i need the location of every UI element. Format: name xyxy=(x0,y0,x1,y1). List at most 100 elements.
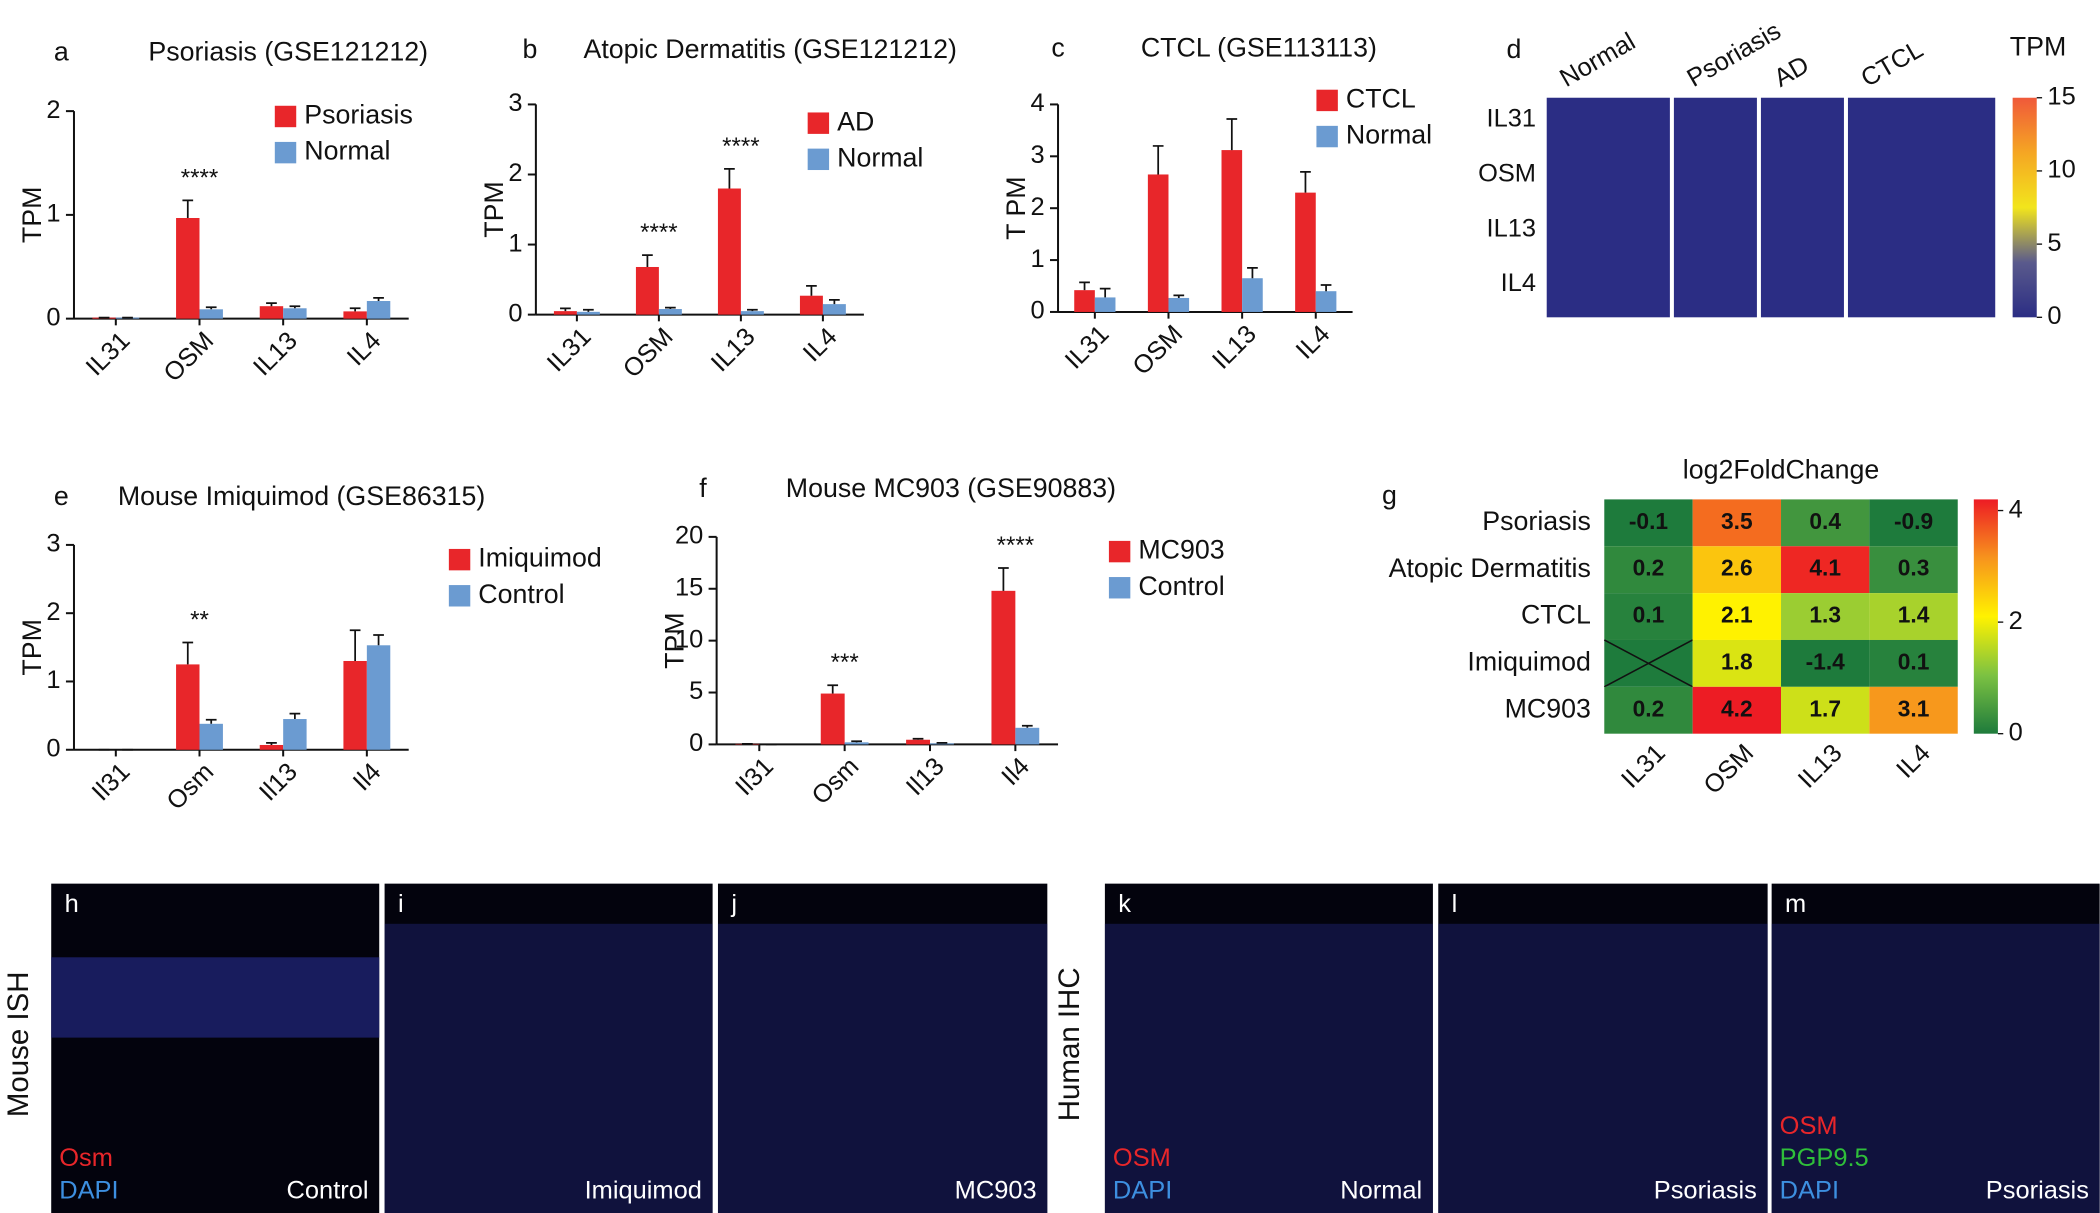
panel-label: c xyxy=(1051,33,1064,63)
row-label: Mouse ISH xyxy=(2,972,35,1118)
y-tick-label: 15 xyxy=(675,573,703,601)
legend-label: Control xyxy=(1138,571,1224,601)
x-tick-label: IL13 xyxy=(1207,320,1262,375)
error-bar xyxy=(205,718,217,724)
x-tick-label: IL4 xyxy=(1291,320,1336,365)
error-bar xyxy=(182,199,194,218)
panel-label: d xyxy=(1507,34,1522,64)
legend-swatch xyxy=(1108,577,1131,599)
y-axis-label: TPM xyxy=(660,612,690,669)
column-label: IL4 xyxy=(1891,739,1936,784)
error-bar xyxy=(182,641,194,665)
stain-label: DAPI xyxy=(1780,1176,1839,1204)
error-bar xyxy=(642,254,653,267)
x-tick-label: Il31 xyxy=(730,752,779,801)
cell xyxy=(1604,686,1693,734)
y-tick-label: 3 xyxy=(508,89,522,117)
row-label: MC903 xyxy=(1505,693,1591,723)
error-bar xyxy=(266,302,277,307)
cell-label: 3.5 xyxy=(1721,508,1753,534)
bar xyxy=(822,304,846,315)
bar xyxy=(991,590,1016,745)
x-tick-label: IL31 xyxy=(1060,320,1115,375)
bar xyxy=(740,311,764,315)
tissue xyxy=(384,923,713,1213)
chart-title: Psoriasis (GSE121212) xyxy=(148,37,428,67)
y-tick-label: 0 xyxy=(689,729,703,757)
error-bar xyxy=(998,567,1009,591)
bar xyxy=(259,744,284,750)
bar xyxy=(1242,278,1263,312)
error-bar xyxy=(1247,266,1258,279)
significance: ** xyxy=(190,606,209,633)
colorbar-tick-label: 4 xyxy=(2009,495,2023,523)
cell-label: 2.1 xyxy=(1721,602,1753,628)
legend-label: CTCL xyxy=(1346,83,1416,113)
x-tick-label: OSM xyxy=(1127,320,1188,381)
cell-label: 0.3 xyxy=(1898,555,1930,581)
legend-label: Psoriasis xyxy=(304,100,413,130)
cell-label: 3.1 xyxy=(1898,695,1930,721)
y-axis-label: TPM xyxy=(17,187,47,244)
bar xyxy=(717,188,741,315)
error-bar xyxy=(349,307,361,312)
cell-label: 4.1 xyxy=(1809,555,1841,581)
panel-label: f xyxy=(699,473,707,503)
error-bar xyxy=(806,285,817,296)
legend-label: Control xyxy=(478,579,564,609)
error-bar xyxy=(560,307,571,312)
legend-swatch xyxy=(1108,540,1131,563)
group-label: Psoriasis xyxy=(1682,17,1785,93)
y-tick-label: 4 xyxy=(1031,89,1045,117)
group-label: Normal xyxy=(1555,27,1640,92)
legend-label: Normal xyxy=(304,136,390,166)
y-tick-label: 5 xyxy=(689,677,703,705)
bar xyxy=(343,311,367,319)
error-bar xyxy=(724,168,735,189)
colorbar-tick-label: 10 xyxy=(2047,156,2075,184)
y-tick-label: 3 xyxy=(46,530,60,558)
error-bar xyxy=(1320,284,1332,292)
y-tick-label: 1 xyxy=(1031,245,1045,273)
group-label: CTCL xyxy=(1856,35,1927,92)
panel-label: g xyxy=(1382,480,1397,510)
error-bar xyxy=(1079,281,1090,291)
y-axis-label: TPM xyxy=(479,181,509,237)
y-tick-label: 1 xyxy=(46,200,60,228)
row-label: CTCL xyxy=(1521,600,1591,630)
y-axis-label: TPM xyxy=(17,619,47,675)
y-tick-label: 0 xyxy=(1031,297,1045,325)
cell xyxy=(1781,546,1870,594)
chart-title: log2FoldChange xyxy=(1683,454,1879,484)
legend-label: Normal xyxy=(1346,120,1432,150)
legend-label: Normal xyxy=(837,142,923,172)
cell xyxy=(1781,639,1870,687)
legend-swatch xyxy=(274,105,297,128)
x-tick-label: IL31 xyxy=(81,327,136,382)
significance: **** xyxy=(722,133,759,160)
micrograph xyxy=(51,883,380,1213)
x-tick-label: Il13 xyxy=(901,752,950,801)
error-bar xyxy=(289,305,301,309)
bar xyxy=(176,217,200,319)
bar xyxy=(343,660,367,750)
error-bar xyxy=(1021,724,1033,728)
heatmap-block xyxy=(1847,97,1996,318)
panel-label: h xyxy=(65,890,79,918)
panel-label: a xyxy=(54,37,69,67)
panel-label: i xyxy=(398,890,404,918)
cell xyxy=(1869,593,1958,640)
significance: **** xyxy=(640,219,677,246)
x-tick-label: IL4 xyxy=(798,323,843,368)
chart-title: Mouse MC903 (GSE90883) xyxy=(786,473,1116,503)
error-bar xyxy=(289,712,301,720)
cell xyxy=(1869,546,1958,594)
row-label: Atopic Dermatitis xyxy=(1389,553,1591,583)
bar xyxy=(1168,297,1190,312)
error-bar xyxy=(1152,145,1164,175)
colorbar xyxy=(1973,499,1998,734)
error-bar xyxy=(665,306,676,310)
bar xyxy=(930,743,954,745)
colorbar-tick-label: 0 xyxy=(2047,302,2061,330)
bar xyxy=(366,301,391,319)
